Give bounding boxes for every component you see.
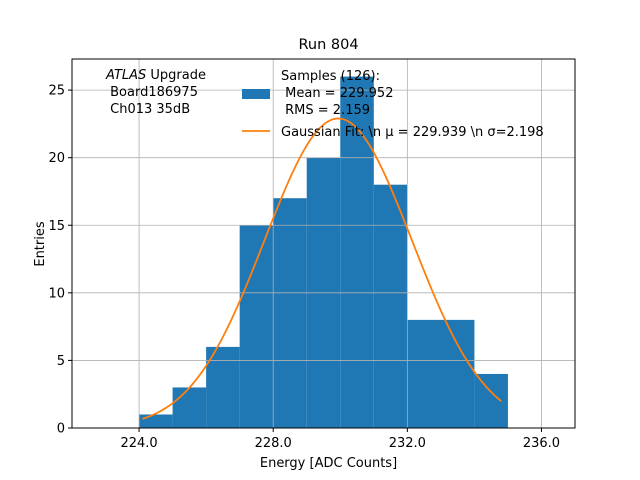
chart-title: Run 804 bbox=[298, 37, 358, 53]
axes-frame bbox=[71, 58, 576, 429]
legend-histogram-swatch bbox=[242, 89, 270, 99]
y-tick-label-2: 10 bbox=[48, 286, 65, 301]
gaussian-fit-curve bbox=[142, 117, 502, 420]
legend: Samples (126): Mean = 229.952 RMS = 2.15… bbox=[242, 69, 544, 140]
y-axis-label: Entries bbox=[33, 221, 48, 267]
histogram-bar-6 bbox=[340, 76, 374, 429]
experiment-label: ATLAS bbox=[105, 68, 146, 83]
y-tick-label-1: 5 bbox=[57, 354, 65, 369]
histogram-bar-0 bbox=[139, 414, 173, 428]
legend-samples-line: Samples (126): bbox=[281, 69, 380, 84]
histogram-bar-7 bbox=[373, 184, 408, 428]
legend-rms-line: RMS = 2.159 bbox=[281, 103, 370, 118]
upgrade-label: Upgrade bbox=[146, 68, 206, 83]
y-tick-label-5: 25 bbox=[48, 84, 65, 99]
legend-mean-line: Mean = 229.952 bbox=[281, 86, 393, 101]
y-tick-label-3: 15 bbox=[48, 219, 65, 234]
legend-fit-label: Gaussian Fit: \n μ = 229.939 \n σ=2.198 bbox=[281, 125, 544, 140]
histogram-bar-1 bbox=[172, 387, 207, 428]
histogram-bar-3 bbox=[239, 225, 274, 428]
histogram-bar-4 bbox=[273, 198, 307, 428]
y-tick-label-0: 0 bbox=[57, 422, 65, 437]
svg-text:ATLAS Upgrade: ATLAS Upgrade bbox=[105, 68, 206, 83]
x-tick-label-0: 224.0 bbox=[120, 436, 157, 451]
x-tick-label-1: 228.0 bbox=[255, 436, 292, 451]
channel-label: Ch013 35dB bbox=[106, 102, 190, 117]
x-tick-label-2: 232.0 bbox=[389, 436, 426, 451]
x-tick-label-3: 236.0 bbox=[523, 436, 560, 451]
x-axis-label: Energy [ADC Counts] bbox=[260, 456, 397, 471]
plot-area: 224.0 228.0 232.0 236.0 0 5 10 15 20 25 bbox=[48, 58, 576, 451]
histogram-bar-8 bbox=[407, 319, 475, 428]
y-tick-label-4: 20 bbox=[48, 151, 65, 166]
board-label: Board186975 bbox=[106, 85, 198, 100]
atlas-annotation: ATLAS Upgrade Board186975 Ch013 35dB bbox=[105, 68, 206, 117]
histogram-bar-9 bbox=[474, 373, 508, 428]
